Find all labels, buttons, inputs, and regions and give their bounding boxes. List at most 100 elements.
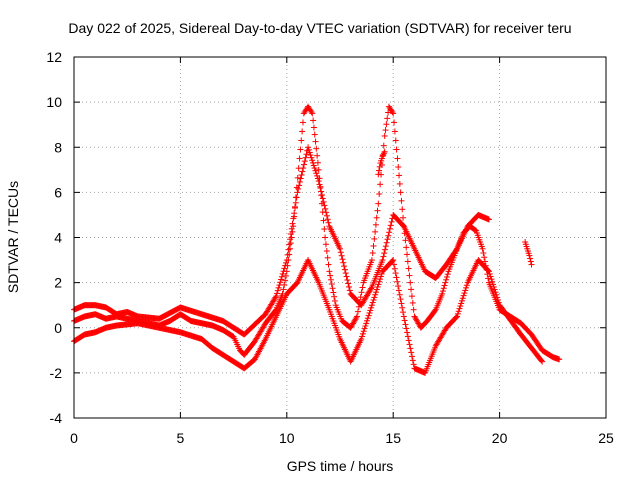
data-point-trace: [296, 182, 303, 189]
data-point-trace: [288, 225, 295, 232]
y-tick-label: 12: [46, 49, 62, 65]
data-point-trace: [489, 278, 496, 285]
data-point-trace: [372, 228, 379, 235]
data-point-trace: [399, 206, 406, 213]
data-point-trace: [440, 285, 447, 292]
data-point-trace: [455, 308, 462, 315]
data-point-trace: [538, 357, 545, 364]
data-point-trace: [342, 270, 349, 277]
data-point-trace: [339, 256, 346, 263]
data-point-trace: [461, 290, 468, 297]
data-point-trace: [409, 357, 416, 364]
data-point: [439, 290, 446, 297]
data-point-trace: [308, 109, 315, 116]
data-point: [305, 144, 312, 151]
data-point-trace: [308, 154, 315, 161]
data-point-trace: [316, 181, 323, 188]
data-point-trace: [278, 276, 285, 283]
data-point-trace: [331, 293, 338, 300]
data-point: [368, 257, 375, 264]
data-point: [294, 189, 301, 196]
data-point-trace: [374, 283, 381, 290]
y-tick-label: 2: [54, 275, 62, 291]
data-point: [528, 261, 535, 268]
data-point-trace: [357, 294, 364, 301]
data-point-trace: [310, 162, 317, 169]
data-point-trace: [443, 273, 450, 280]
data-point: [381, 148, 388, 155]
data-point-trace: [403, 244, 410, 251]
data-point: [390, 110, 397, 117]
data-point-trace: [325, 261, 332, 268]
data-point-trace: [324, 216, 331, 223]
data-point-trace: [457, 303, 464, 310]
axis-ticks: [73, 56, 607, 419]
data-point-trace: [319, 195, 326, 202]
data-point-trace: [376, 163, 383, 170]
data-point-trace: [373, 286, 380, 293]
y-axis-label: SDTVAR / TECUs: [5, 181, 21, 293]
data-point-trace: [282, 259, 289, 266]
data-point-trace: [343, 273, 350, 280]
data-point-trace: [273, 290, 280, 297]
data-point-trace: [490, 281, 497, 288]
data-point-trace: [377, 273, 384, 280]
y-tick-label: 6: [54, 184, 62, 200]
data-point-trace: [397, 296, 404, 303]
data-point-trace: [404, 333, 411, 340]
data-point-trace: [372, 221, 379, 228]
data-point-trace: [527, 258, 534, 265]
data-point-trace: [385, 232, 392, 239]
data-point-trace: [488, 276, 495, 283]
data-point-trace: [297, 146, 304, 153]
data-point: [315, 166, 322, 173]
data-point-trace: [377, 181, 384, 188]
data-point-trace: [313, 170, 320, 177]
data-point-trace: [371, 235, 378, 242]
data-point-trace: [492, 289, 499, 296]
data-point: [485, 216, 492, 223]
data-point-trace: [358, 289, 365, 296]
data-point-trace: [287, 240, 294, 247]
data-point-trace: [274, 287, 281, 294]
data-point-trace: [313, 145, 320, 152]
x-tick-label: 5: [177, 430, 185, 446]
data-point-trace: [312, 138, 319, 145]
data-point: [273, 293, 280, 300]
data-point-trace: [392, 270, 399, 277]
data-point-trace: [327, 276, 334, 283]
data-point: [375, 200, 382, 207]
y-tick-label: 8: [54, 139, 62, 155]
data-point-trace: [328, 281, 335, 288]
data-point-trace: [281, 265, 288, 272]
data-point-trace: [407, 345, 414, 352]
data-point: [375, 171, 382, 178]
data-point-trace: [366, 309, 373, 316]
data-point-trace: [389, 109, 396, 116]
data-point-trace: [353, 314, 360, 321]
data-point-trace: [322, 241, 329, 248]
data-point: [407, 279, 414, 286]
data-point-trace: [344, 277, 351, 284]
data-point-trace: [295, 185, 302, 192]
data-point-trace: [369, 299, 376, 306]
x-tick-label: 10: [279, 430, 295, 446]
data-point-trace: [382, 246, 389, 253]
data-point-trace: [395, 283, 402, 290]
data-point-trace: [321, 226, 328, 233]
data-point-trace: [393, 274, 400, 281]
data-point-trace: [382, 127, 389, 134]
data-point: [390, 257, 397, 264]
data-point-trace: [324, 254, 331, 261]
data-point-trace: [384, 236, 391, 243]
data-point-trace: [391, 119, 398, 126]
data-point-trace: [458, 297, 465, 304]
data-point-trace: [365, 312, 372, 319]
data-point: [394, 155, 401, 162]
data-point-trace: [289, 220, 296, 227]
data-point-trace: [404, 329, 411, 336]
data-point-trace: [389, 257, 396, 264]
data-point-trace: [456, 305, 463, 312]
x-tick-label: 15: [385, 430, 401, 446]
